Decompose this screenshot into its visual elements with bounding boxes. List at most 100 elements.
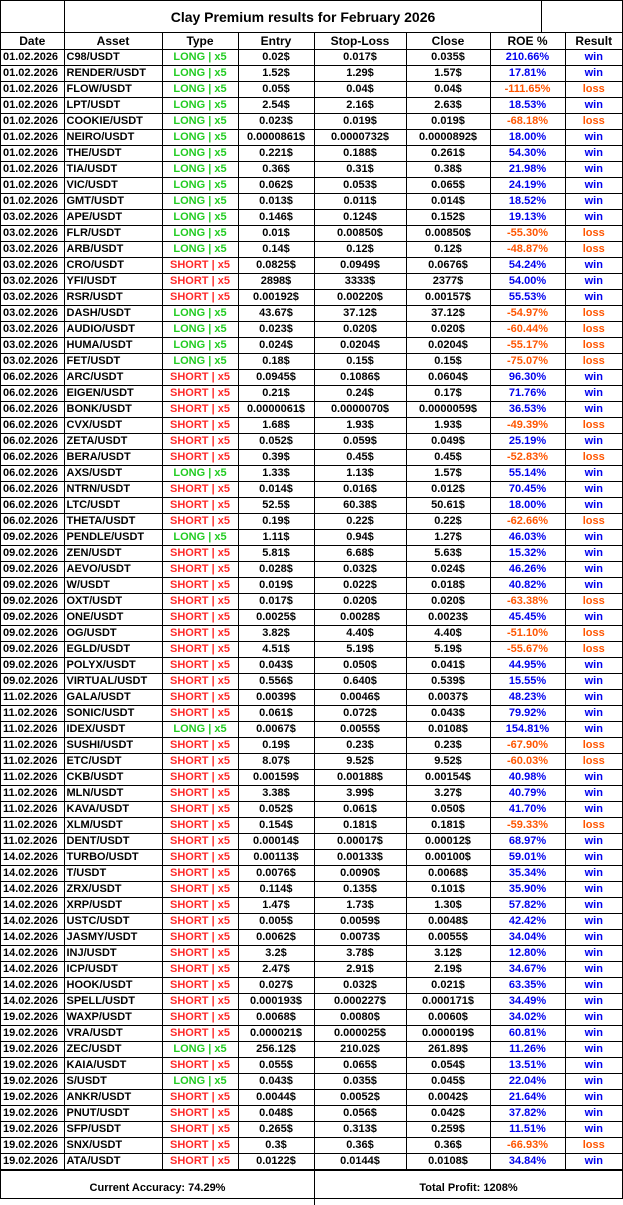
table-row: 11.02.2026 ETC/USDT SHORT | x5 8.07$ 9.52$ 9.… bbox=[1, 753, 622, 770]
cell-type: SHORT | x5 bbox=[161, 769, 239, 786]
cell-type: SHORT | x5 bbox=[161, 433, 239, 450]
cell-close: 0.0676$ bbox=[405, 257, 491, 274]
cell-asset: ANKR/USDT bbox=[63, 1089, 163, 1106]
cell-close: 0.181$ bbox=[405, 817, 491, 834]
cell-date: 01.02.2026 bbox=[1, 49, 65, 66]
cell-entry: 43.67$ bbox=[237, 305, 315, 322]
cell-result: win bbox=[564, 161, 622, 178]
cell-type: LONG | x5 bbox=[161, 129, 239, 146]
table-row: 09.02.2026 EGLD/USDT SHORT | x5 4.51$ 5.19$ 5… bbox=[1, 641, 622, 658]
table-row: 03.02.2026 YFI/USDT SHORT | x5 2898$ 3333$ 23… bbox=[1, 273, 622, 290]
cell-type: LONG | x5 bbox=[161, 721, 239, 738]
cell-close: 5.63$ bbox=[405, 545, 491, 562]
cell-stop-loss: 9.52$ bbox=[313, 753, 407, 770]
footer-row: Current Accuracy: 74.29% Total Profit: 1… bbox=[1, 1170, 622, 1205]
cell-close: 0.00850$ bbox=[405, 225, 491, 242]
cell-result: win bbox=[564, 1057, 622, 1074]
cell-asset: CKB/USDT bbox=[63, 769, 163, 786]
cell-entry: 0.005$ bbox=[237, 913, 315, 930]
cell-type: SHORT | x5 bbox=[161, 369, 239, 386]
table-row: 06.02.2026 EIGEN/USDT SHORT | x5 0.21$ 0.24$… bbox=[1, 385, 622, 402]
table-row: 01.02.2026 THE/USDT LONG | x5 0.221$ 0.188$ 0… bbox=[1, 145, 622, 162]
cell-result: loss bbox=[564, 321, 622, 338]
cell-result: loss bbox=[564, 353, 622, 370]
cell-date: 09.02.2026 bbox=[1, 673, 65, 690]
cell-stop-loss: 0.15$ bbox=[313, 353, 407, 370]
cell-roe: 12.80% bbox=[489, 945, 566, 962]
cell-entry: 0.21$ bbox=[237, 385, 315, 402]
cell-result: win bbox=[564, 1025, 622, 1042]
table-row: 03.02.2026 RSR/USDT SHORT | x5 0.00192$ 0.00… bbox=[1, 289, 622, 306]
cell-type: SHORT | x5 bbox=[161, 449, 239, 466]
cell-close: 3.12$ bbox=[405, 945, 491, 962]
cell-entry: 0.019$ bbox=[237, 577, 315, 594]
cell-roe: 19.13% bbox=[489, 209, 566, 226]
table-row: 03.02.2026 ARB/USDT LONG | x5 0.14$ 0.12$ 0.1… bbox=[1, 241, 622, 258]
cell-date: 01.02.2026 bbox=[1, 145, 65, 162]
cell-type: SHORT | x5 bbox=[161, 1089, 239, 1106]
cell-date: 03.02.2026 bbox=[1, 353, 65, 370]
cell-entry: 0.043$ bbox=[237, 657, 315, 674]
cell-asset: THE/USDT bbox=[63, 145, 163, 162]
cell-roe: -59.33% bbox=[489, 817, 566, 834]
cell-date: 14.02.2026 bbox=[1, 865, 65, 882]
cell-stop-loss: 0.0028$ bbox=[313, 609, 407, 626]
cell-date: 11.02.2026 bbox=[1, 785, 65, 802]
table-row: 11.02.2026 DENT/USDT SHORT | x5 0.00014$ 0.0… bbox=[1, 833, 622, 850]
cell-result: loss bbox=[564, 241, 622, 258]
cell-type: SHORT | x5 bbox=[161, 513, 239, 530]
cell-stop-loss: 0.0090$ bbox=[313, 865, 407, 882]
cell-close: 5.19$ bbox=[405, 641, 491, 658]
cell-close: 0.065$ bbox=[405, 177, 491, 194]
title-right-cell bbox=[541, 1, 622, 32]
cell-date: 11.02.2026 bbox=[1, 689, 65, 706]
header-date: Date bbox=[1, 33, 65, 50]
cell-roe: -66.93% bbox=[489, 1137, 566, 1154]
cell-result: win bbox=[564, 257, 622, 274]
cell-close: 37.12$ bbox=[405, 305, 491, 322]
current-accuracy: Current Accuracy: 74.29% bbox=[1, 1171, 315, 1205]
cell-close: 0.012$ bbox=[405, 481, 491, 498]
cell-close: 0.041$ bbox=[405, 657, 491, 674]
cell-stop-loss: 37.12$ bbox=[313, 305, 407, 322]
cell-date: 03.02.2026 bbox=[1, 209, 65, 226]
results-body: 01.02.2026 C98/USDT LONG | x5 0.02$ 0.017$ 0.… bbox=[1, 49, 622, 1170]
cell-asset: TIA/USDT bbox=[63, 161, 163, 178]
table-row: 11.02.2026 MLN/USDT SHORT | x5 3.38$ 3.99$ 3.… bbox=[1, 785, 622, 802]
cell-asset: WAXP/USDT bbox=[63, 1009, 163, 1026]
cell-date: 03.02.2026 bbox=[1, 257, 65, 274]
cell-type: SHORT | x5 bbox=[161, 1009, 239, 1026]
cell-asset: ETC/USDT bbox=[63, 753, 163, 770]
total-profit: Total Profit: 1208% bbox=[419, 1182, 518, 1194]
table-row: 19.02.2026 PNUT/USDT SHORT | x5 0.048$ 0.056… bbox=[1, 1105, 622, 1122]
cell-asset: SONIC/USDT bbox=[63, 705, 163, 722]
table-row: 01.02.2026 RENDER/USDT LONG | x5 1.52$ 1.29$… bbox=[1, 65, 622, 82]
cell-close: 9.52$ bbox=[405, 753, 491, 770]
cell-close: 0.000171$ bbox=[405, 993, 491, 1010]
cell-date: 11.02.2026 bbox=[1, 801, 65, 818]
cell-close: 0.00100$ bbox=[405, 849, 491, 866]
cell-stop-loss: 1.13$ bbox=[313, 465, 407, 482]
cell-type: SHORT | x5 bbox=[161, 1057, 239, 1074]
cell-entry: 0.017$ bbox=[237, 593, 315, 610]
cell-result: win bbox=[564, 545, 622, 562]
cell-type: SHORT | x5 bbox=[161, 1105, 239, 1122]
cell-close: 0.049$ bbox=[405, 433, 491, 450]
cell-asset: SFP/USDT bbox=[63, 1121, 163, 1138]
cell-asset: VIC/USDT bbox=[63, 177, 163, 194]
cell-roe: 13.51% bbox=[489, 1057, 566, 1074]
cell-result: win bbox=[564, 1073, 622, 1090]
cell-close: 0.020$ bbox=[405, 321, 491, 338]
cell-date: 06.02.2026 bbox=[1, 369, 65, 386]
cell-date: 03.02.2026 bbox=[1, 289, 65, 306]
cell-stop-loss: 0.00188$ bbox=[313, 769, 407, 786]
header-result: Result bbox=[564, 33, 622, 50]
cell-result: loss bbox=[564, 113, 622, 130]
table-row: 19.02.2026 VRA/USDT SHORT | x5 0.000021$ 0.0… bbox=[1, 1025, 622, 1042]
cell-stop-loss: 0.020$ bbox=[313, 321, 407, 338]
cell-roe: -55.30% bbox=[489, 225, 566, 242]
cell-roe: 46.03% bbox=[489, 529, 566, 546]
cell-entry: 0.0122$ bbox=[237, 1153, 315, 1170]
cell-type: LONG | x5 bbox=[161, 305, 239, 322]
cell-asset: KAVA/USDT bbox=[63, 801, 163, 818]
